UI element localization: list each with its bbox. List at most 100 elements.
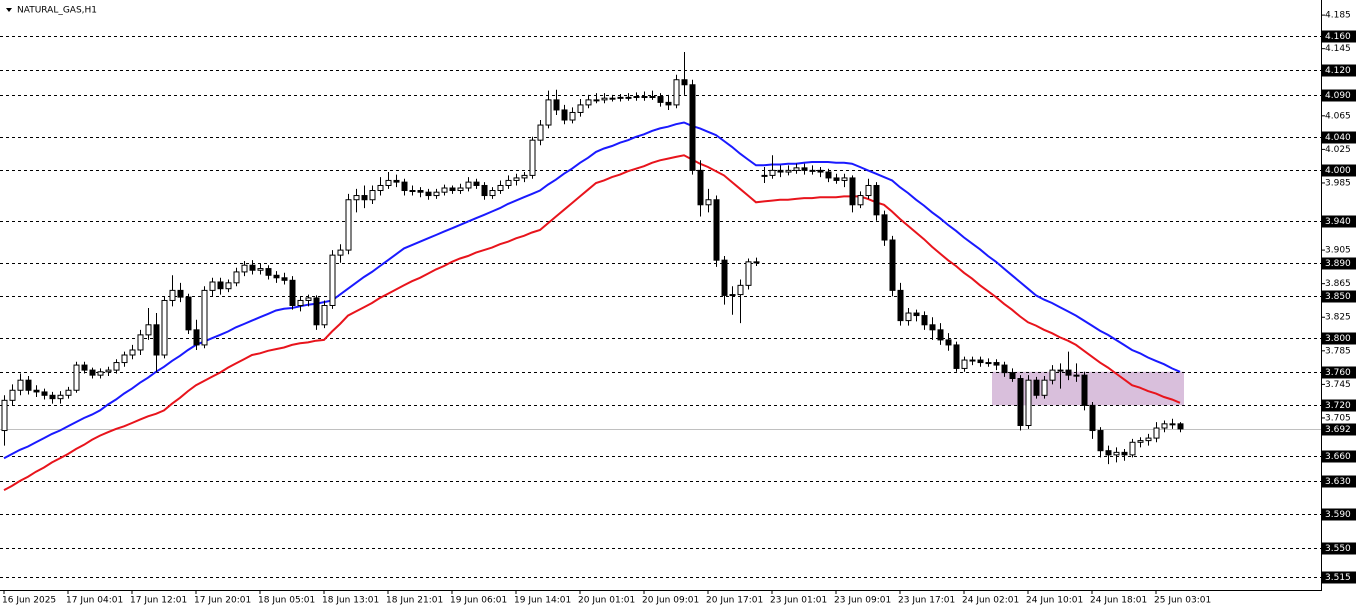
level-label-box <box>1322 290 1356 303</box>
candle-body <box>185 296 192 331</box>
candle-body <box>577 104 584 113</box>
candle-body <box>1161 423 1168 429</box>
level-label-box <box>1322 399 1356 412</box>
candle-body <box>825 171 832 179</box>
candle-body <box>489 190 496 197</box>
candle-body <box>241 264 248 273</box>
candle-body <box>1137 440 1144 443</box>
x-tick-label: 20 Jun 01:01 <box>578 596 635 606</box>
candle-body <box>817 169 824 173</box>
level-label-box <box>1322 64 1356 77</box>
candle-body <box>777 169 784 173</box>
x-tick-label: 24 Jun 18:01 <box>1090 596 1147 606</box>
candle-body <box>553 99 560 111</box>
candle-body <box>1041 379 1048 396</box>
y-tick-label: 3.905 <box>1325 246 1351 256</box>
candle-body <box>1121 451 1128 456</box>
candle-body <box>385 179 392 186</box>
level-label: 4.120 <box>1325 66 1351 76</box>
x-tick-label: 18 Jun 05:01 <box>258 596 315 606</box>
x-tick-label: 18 Jun 21:01 <box>386 596 443 606</box>
candle-body <box>929 324 936 331</box>
candle-body <box>1129 441 1136 456</box>
candle-body <box>353 195 360 201</box>
level-label-box <box>1322 164 1356 177</box>
candle-body <box>465 181 472 189</box>
candle-body <box>977 359 984 364</box>
level-label: 3.760 <box>1325 368 1351 378</box>
menu-arrow[interactable] <box>6 8 12 12</box>
candle-body <box>865 184 872 197</box>
candle-body <box>153 324 160 356</box>
moving-average-line <box>3 154 1181 491</box>
level-label: 4.160 <box>1325 32 1351 42</box>
candle-body <box>345 199 352 251</box>
level-label-box <box>1322 131 1356 144</box>
level-label-box <box>1322 366 1356 379</box>
level-label: 4.090 <box>1325 91 1351 101</box>
candle-body <box>265 268 272 276</box>
candle-body <box>473 181 480 186</box>
candle-body <box>849 177 856 206</box>
candle-body <box>737 284 744 296</box>
y-tick-label: 4.025 <box>1325 145 1351 155</box>
level-label: 3.890 <box>1325 259 1351 269</box>
x-tick-label: 23 Jun 01:01 <box>770 596 827 606</box>
candle-body <box>897 289 904 322</box>
candle-body <box>873 184 880 216</box>
candle-body <box>425 191 432 197</box>
x-tick-label: 23 Jun 09:01 <box>834 596 891 606</box>
zone <box>992 371 1184 406</box>
candle-body <box>521 174 528 179</box>
candle-body <box>705 199 712 206</box>
level-label-box <box>1322 332 1356 345</box>
candle-body <box>249 264 256 271</box>
candle-body <box>433 191 440 197</box>
candle-body <box>121 354 128 364</box>
candle-body <box>273 274 280 279</box>
candle-body <box>881 214 888 241</box>
candle-body <box>297 299 304 306</box>
candle-body <box>25 379 32 391</box>
moving-average-line <box>3 121 1181 460</box>
x-tick-label: 17 Jun 20:01 <box>194 596 251 606</box>
candle-body <box>801 167 808 171</box>
candle-body <box>9 389 16 401</box>
x-tick-label: 20 Jun 17:01 <box>706 596 763 606</box>
candle-body <box>945 339 952 346</box>
candle-body <box>129 349 136 356</box>
candle-body <box>625 96 632 99</box>
candle-body <box>289 279 296 306</box>
candle-body <box>401 181 408 192</box>
current-price-box <box>1322 423 1356 436</box>
candle-body <box>769 169 776 176</box>
candle-body <box>257 268 264 271</box>
candle-body <box>1113 451 1120 456</box>
candle-body <box>569 111 576 121</box>
candle-body <box>961 359 968 369</box>
x-tick-label: 24 Jun 10:01 <box>1026 596 1083 606</box>
candle-body <box>1081 374 1088 406</box>
candle-body <box>1097 430 1104 452</box>
level-label-box <box>1322 508 1356 521</box>
candle-body <box>1153 427 1160 439</box>
level-label-box <box>1322 542 1356 555</box>
candle-body <box>593 99 600 102</box>
candle-body <box>137 334 144 351</box>
y-tick-label: 4.145 <box>1325 44 1351 54</box>
candle-body <box>497 184 504 192</box>
plot-area <box>0 36 1321 578</box>
candle-body <box>65 389 72 396</box>
level-label: 3.940 <box>1325 217 1351 227</box>
candle-body <box>417 190 424 193</box>
candle-body <box>1065 369 1072 376</box>
candle-body <box>641 96 648 99</box>
candle-body <box>505 179 512 186</box>
candle-body <box>561 109 568 121</box>
candle-body <box>681 79 688 86</box>
candle-body <box>17 379 24 391</box>
candle-body <box>513 177 520 181</box>
candle-body <box>689 84 696 171</box>
